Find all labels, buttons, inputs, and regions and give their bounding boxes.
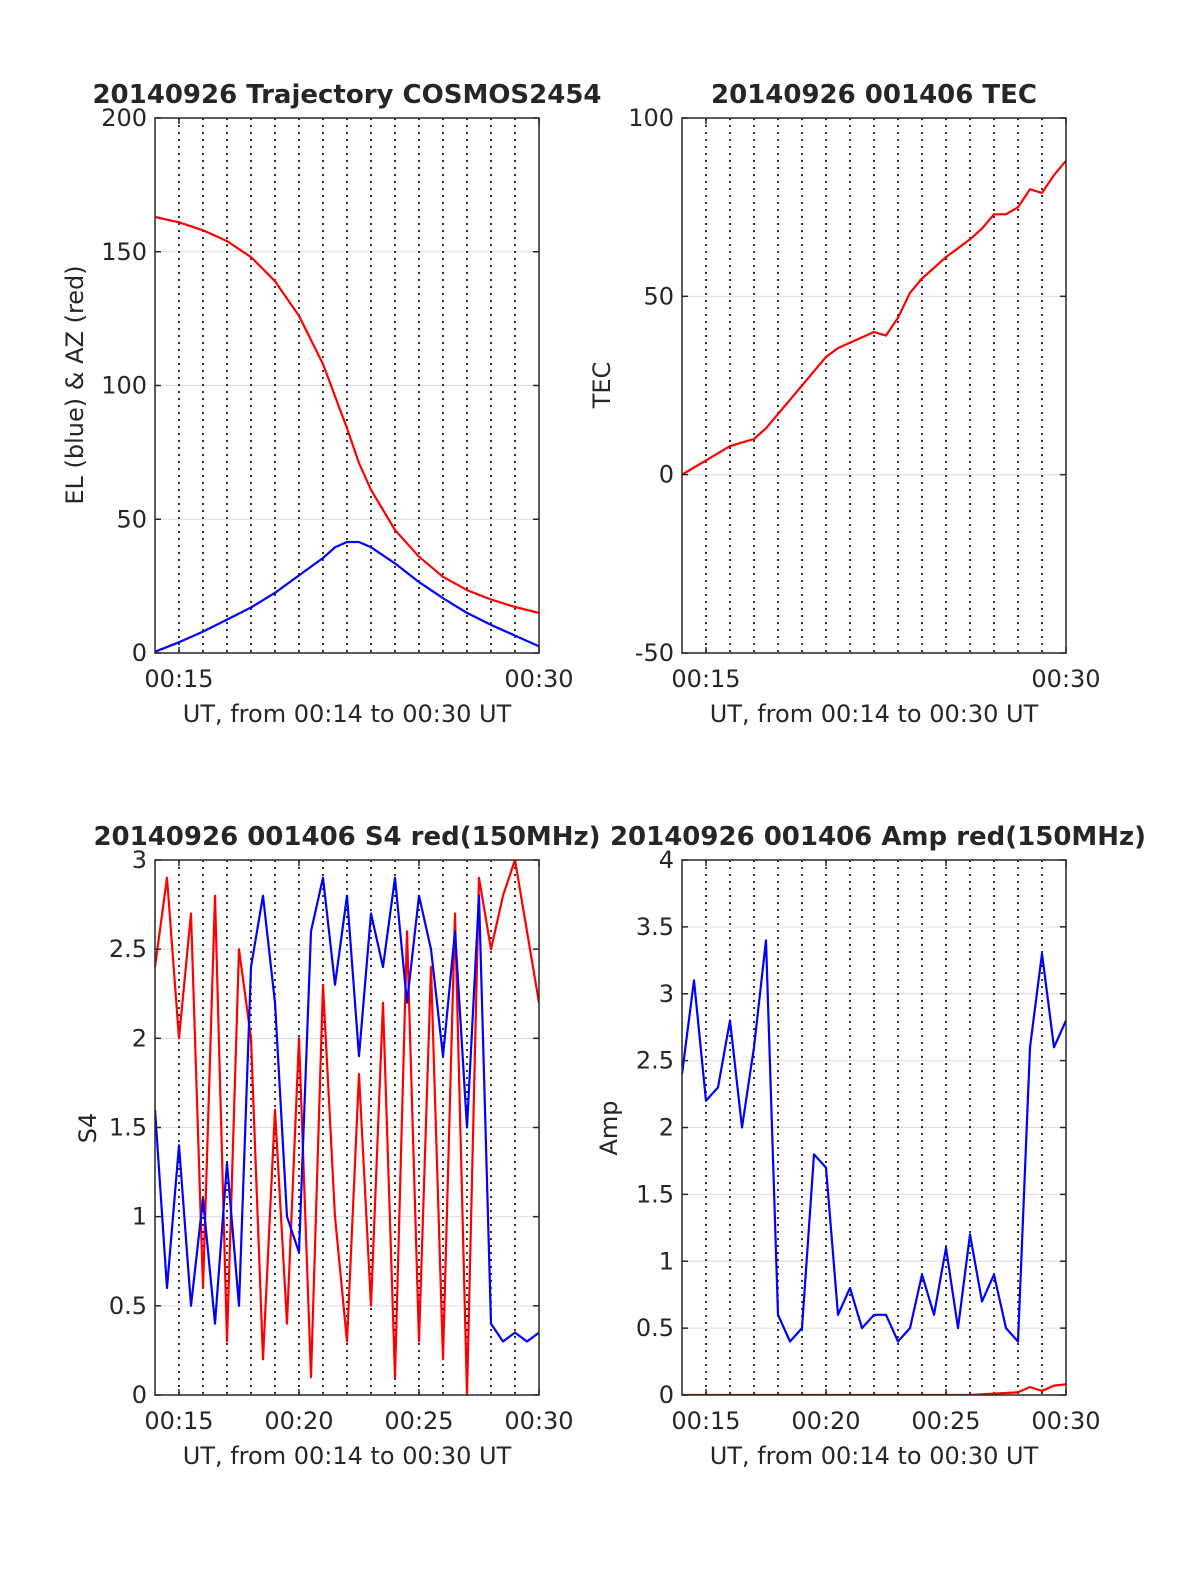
s4-x-tick-label: 00:25	[384, 1407, 453, 1435]
tec-y-tick-label: 50	[643, 282, 674, 310]
trajectory-series-red-line	[155, 215, 539, 614]
tec-axes-frame	[681, 117, 1067, 654]
amp-y-tick-label: 1	[659, 1247, 674, 1275]
trajectory-x-axis-label: UT, from 00:14 to 00:30 UT	[183, 700, 512, 728]
amp-y-tick-label: 0	[659, 1381, 674, 1409]
s4-title: 20140926 001406 S4 red(150MHz)	[93, 822, 600, 852]
s4-y-axis-label: S4	[74, 1113, 102, 1144]
s4-panel: 20140926 001406 S4 red(150MHz) UT, from …	[74, 822, 601, 1470]
s4-series-red-line	[155, 860, 539, 1395]
tec-x-tick-label: 00:15	[671, 665, 740, 693]
trajectory-y-tick-label: 150	[101, 238, 147, 266]
s4-y-tick-label: 3	[132, 846, 147, 874]
s4-y-tick-label: 1	[132, 1203, 147, 1231]
amp-y-tick-label: 3	[659, 980, 674, 1008]
s4-x-tick-label: 00:15	[144, 1407, 213, 1435]
tec-y-tick-label: -50	[635, 639, 674, 667]
amp-series-red-line	[682, 1383, 1066, 1395]
trajectory-panel: 20140926 Trajectory COSMOS2454 UT, from …	[61, 80, 602, 728]
amp-y-tick-label: 2	[659, 1114, 674, 1142]
trajectory-y-tick-label: 50	[116, 505, 147, 533]
s4-x-axis-label: UT, from 00:14 to 00:30 UT	[183, 1442, 512, 1470]
trajectory-title: 20140926 Trajectory COSMOS2454	[92, 80, 601, 110]
amp-y-tick-label: 3.5	[636, 913, 674, 941]
s4-y-tick-label: 2	[132, 1024, 147, 1052]
s4-y-tick-label: 0	[132, 1381, 147, 1409]
amp-y-tick-label: 1.5	[636, 1180, 674, 1208]
amp-x-tick-label: 00:15	[671, 1407, 740, 1435]
tec-y-tick-label: 0	[659, 461, 674, 489]
tec-title: 20140926 001406 TEC	[711, 80, 1037, 110]
tec-y-tick-label: 100	[628, 104, 674, 132]
s4-x-tick-label: 00:20	[264, 1407, 333, 1435]
tec-x-tick-label: 00:30	[1031, 665, 1100, 693]
s4-x-tick-label: 00:30	[504, 1407, 573, 1435]
amp-x-tick-label: 00:20	[791, 1407, 860, 1435]
tec-series-red-line	[682, 160, 1066, 476]
amp-y-tick-label: 2.5	[636, 1047, 674, 1075]
amp-x-tick-label: 00:30	[1031, 1407, 1100, 1435]
s4-series-blue-line	[155, 876, 539, 1343]
amp-title: 20140926 001406 Amp red(150MHz)	[610, 822, 1146, 852]
trajectory-y-tick-label: 0	[132, 639, 147, 667]
amp-x-axis-label: UT, from 00:14 to 00:30 UT	[710, 1442, 1039, 1470]
s4-y-tick-label: 0.5	[109, 1292, 147, 1320]
trajectory-series-blue-line	[155, 540, 539, 653]
s4-y-tick-label: 2.5	[109, 935, 147, 963]
tec-x-axis-label: UT, from 00:14 to 00:30 UT	[710, 700, 1039, 728]
tec-panel: 20140926 001406 TEC UT, from 00:14 to 00…	[588, 80, 1101, 728]
trajectory-x-tick-label: 00:30	[504, 665, 573, 693]
tec-y-axis-label: TEC	[588, 362, 616, 410]
trajectory-y-tick-label: 100	[101, 372, 147, 400]
trajectory-y-tick-label: 200	[101, 104, 147, 132]
amp-panel: 20140926 001406 Amp red(150MHz) UT, from…	[595, 822, 1146, 1470]
trajectory-y-axis-label: EL (blue) & AZ (red)	[61, 265, 89, 504]
amp-y-tick-label: 0.5	[636, 1314, 674, 1342]
amp-y-axis-label: Amp	[595, 1100, 623, 1155]
trajectory-x-tick-label: 00:15	[144, 665, 213, 693]
amp-y-tick-label: 4	[659, 846, 674, 874]
s4-y-tick-label: 1.5	[109, 1114, 147, 1142]
amp-x-tick-label: 00:25	[911, 1407, 980, 1435]
amp-series-blue-line	[682, 939, 1066, 1343]
